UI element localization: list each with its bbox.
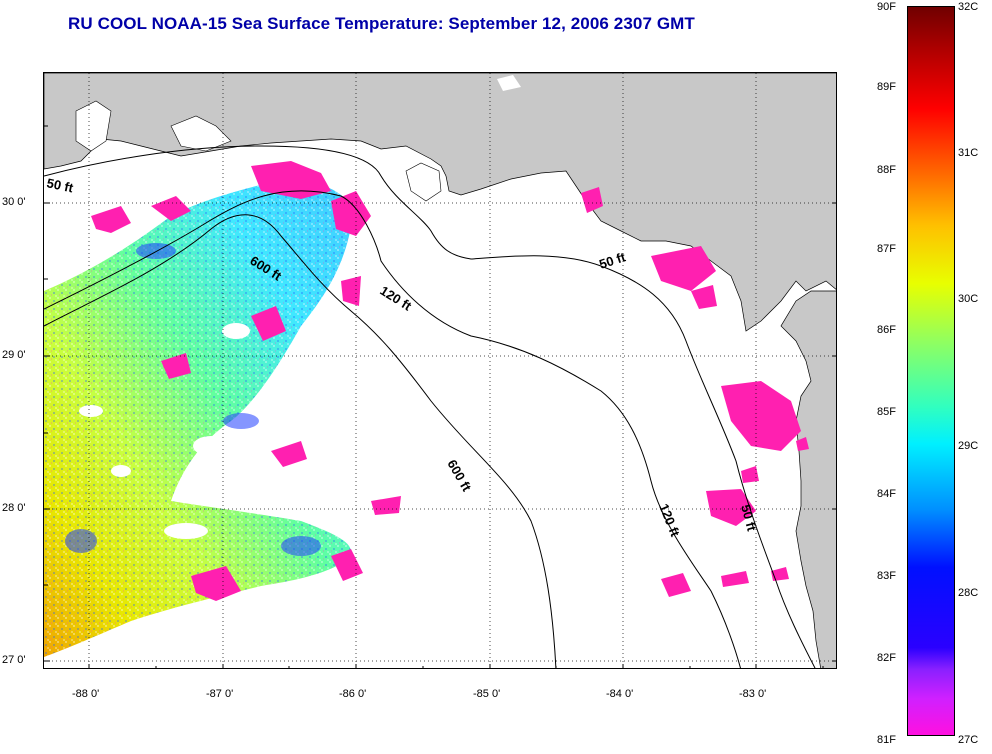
land-north <box>44 73 836 332</box>
colorbar-f-86: 86F <box>877 324 896 336</box>
colorbar-f-82: 82F <box>877 652 896 664</box>
x-label-87: -87 0' <box>206 688 234 700</box>
axis-ticks <box>44 125 836 668</box>
x-label-86: -86 0' <box>339 688 367 700</box>
x-label-84: -84 0' <box>606 688 634 700</box>
colorbar-f-83: 83F <box>877 570 896 582</box>
colorbar-c-32: 32C <box>958 1 979 13</box>
contour-label-50ft-west: 50 ft <box>45 175 75 195</box>
y-label-28: 28 0' <box>2 502 26 514</box>
y-label-30: 30 0' <box>2 196 26 208</box>
graticule <box>44 73 836 668</box>
colorbar-f-89: 89F <box>877 81 896 93</box>
colorbar-c-30: 30C <box>958 293 979 305</box>
colorbar-f-85: 85F <box>877 406 896 418</box>
x-label-83: -83 0' <box>739 688 767 700</box>
y-label-29: 29 0' <box>2 349 26 361</box>
temperature-colorbar <box>907 6 955 736</box>
cold-water-patches <box>91 161 809 601</box>
contour-label-120ft-north: 120 ft <box>377 283 414 314</box>
colorbar-f-81: 81F <box>877 734 896 746</box>
depth-contours <box>44 145 816 668</box>
colorbar-f-90: 90F <box>877 1 896 13</box>
contour-label-50ft-south: 50 ft <box>738 503 760 533</box>
sst-map: 50 ft 600 ft 120 ft 50 ft 600 ft 120 ft … <box>43 72 837 669</box>
colorbar-f-87: 87F <box>877 243 896 255</box>
warm-water-patch <box>44 180 353 658</box>
colorbar-c-31: 31C <box>958 147 979 159</box>
colorbar-f-84: 84F <box>877 488 896 500</box>
contour-label-50ft-east: 50 ft <box>597 249 628 272</box>
chart-title: RU COOL NOAA-15 Sea Surface Temperature:… <box>68 14 695 33</box>
land-areas <box>44 73 836 668</box>
land-florida-peninsula <box>780 290 836 668</box>
contour-label-600ft-south: 600 ft <box>444 457 474 494</box>
colorbar-c-28: 28C <box>958 587 979 599</box>
colorbar-c-29: 29C <box>958 440 979 452</box>
y-label-27: 27 0' <box>2 654 26 666</box>
colorbar-f-88: 88F <box>877 164 896 176</box>
x-label-88: -88 0' <box>72 688 100 700</box>
colorbar-c-27: 27C <box>958 734 979 746</box>
contour-label-120ft-south: 120 ft <box>656 502 683 540</box>
x-label-85: -85 0' <box>473 688 501 700</box>
